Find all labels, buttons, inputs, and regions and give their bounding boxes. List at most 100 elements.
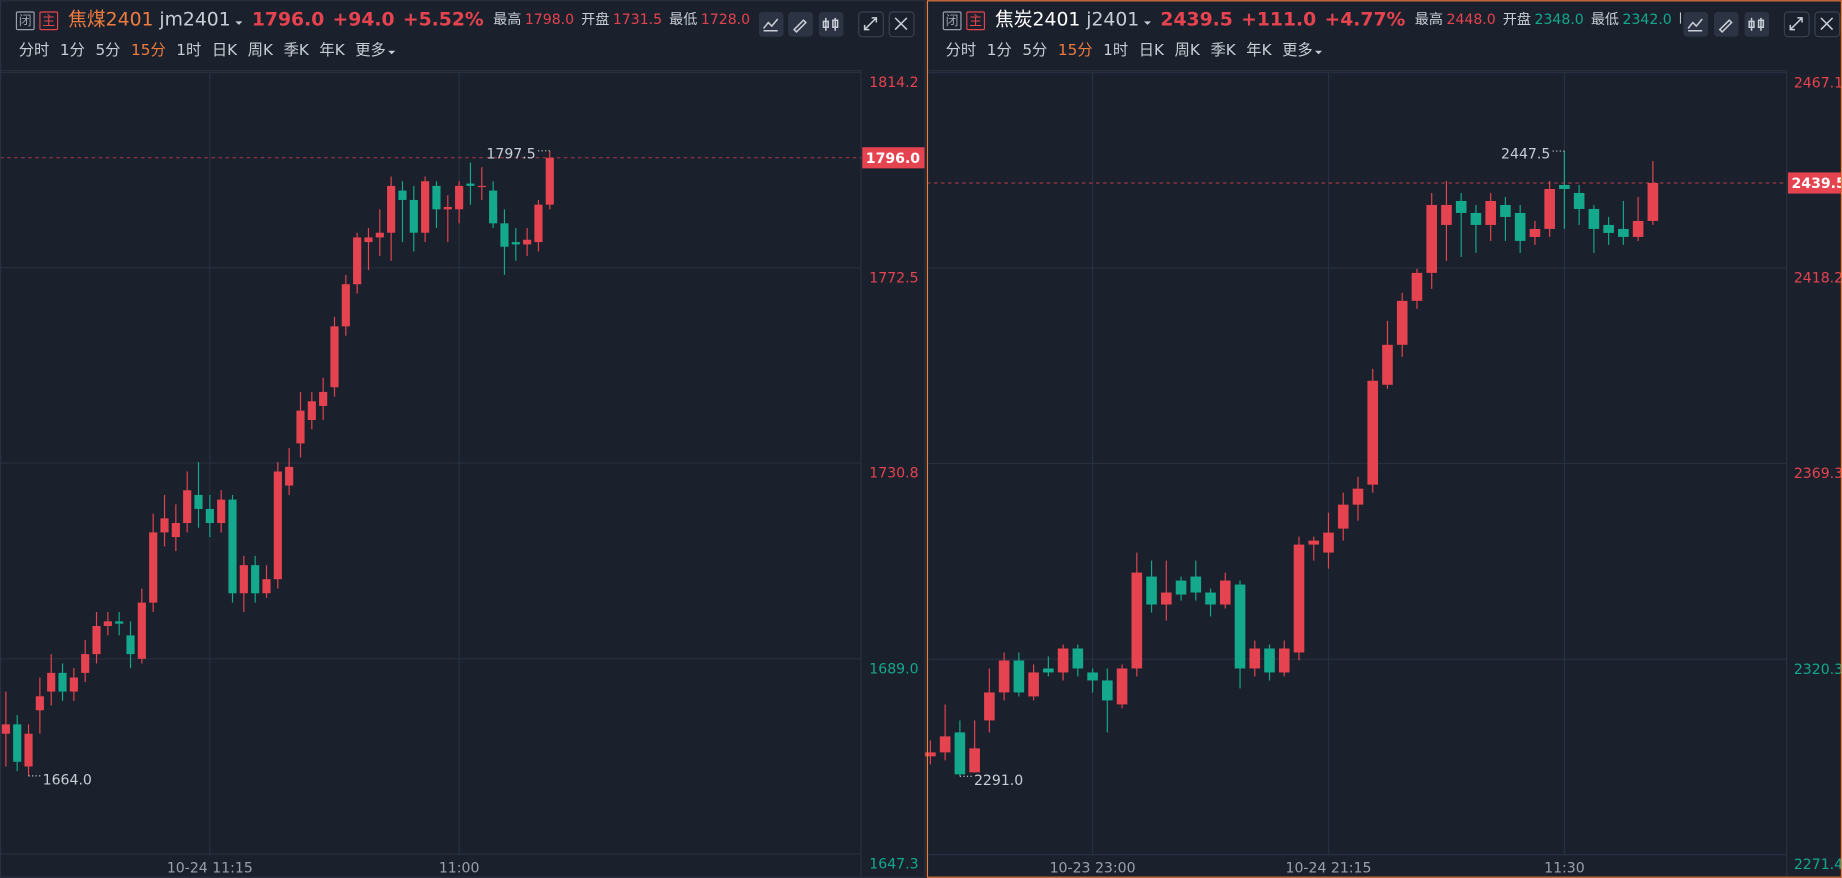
period-tab[interactable]: 季K	[284, 41, 310, 59]
candle-body	[1426, 204, 1438, 273]
period-tab[interactable]: 5分	[1022, 41, 1047, 59]
header-button-label[interactable]: 闭	[946, 14, 959, 29]
period-tab[interactable]: 日K	[212, 41, 238, 59]
period-tab[interactable]: 5分	[95, 41, 120, 59]
toolbar-icon[interactable]	[762, 18, 779, 32]
candle-body	[455, 185, 464, 210]
y-tick-label: 2467.1	[1794, 75, 1842, 91]
candle-body	[251, 565, 260, 594]
period-tab[interactable]: 15分	[1058, 41, 1093, 59]
header-button-label[interactable]: 闭	[19, 14, 32, 29]
header-button[interactable]	[966, 11, 986, 31]
header-button-label[interactable]: 主	[42, 14, 55, 29]
period-tab[interactable]: 周K	[248, 41, 274, 59]
toolbar-icon[interactable]	[894, 17, 908, 31]
candle-body	[1500, 204, 1511, 217]
candle-body	[545, 157, 554, 205]
high-mark-label: 1797.5	[486, 146, 535, 162]
candle-body	[149, 532, 158, 603]
candle-body	[1647, 182, 1659, 221]
period-tab[interactable]: 年K	[319, 41, 345, 59]
toolbar-button[interactable]	[818, 11, 844, 37]
candle-body	[262, 579, 271, 594]
header-button[interactable]	[39, 11, 59, 31]
contract-name: 焦炭2401	[995, 9, 1080, 31]
candle-body	[1559, 184, 1570, 189]
toolbar-button[interactable]	[758, 11, 784, 37]
candle-body	[1293, 544, 1305, 653]
header: 闭主焦炭2401 j2401 2439.5 +111.0 +4.77% 最高 2448.0 开…	[942, 9, 1681, 31]
period-tab[interactable]: 日K	[1139, 41, 1165, 59]
toolbar-icon[interactable]	[1687, 18, 1703, 32]
candle-body	[171, 523, 180, 538]
candle-body	[319, 391, 328, 406]
period-tab[interactable]: 季K	[1210, 41, 1236, 59]
toolbar-button[interactable]	[858, 11, 884, 38]
header-button[interactable]	[942, 11, 962, 31]
candle-body	[13, 724, 22, 762]
header-button-label[interactable]: 主	[969, 14, 982, 29]
toolbar-icon[interactable]	[1748, 17, 1765, 31]
price-change-pct: +5.52%	[403, 10, 484, 31]
candle-body	[477, 185, 486, 188]
period-tab[interactable]: 分时	[946, 41, 977, 59]
candle-body	[432, 185, 441, 210]
period-tab[interactable]: 1时	[1103, 41, 1128, 59]
toolbar-button[interactable]	[1744, 11, 1770, 37]
toolbar-button[interactable]	[788, 11, 813, 37]
last-price-tag-label: 2439.5	[1791, 176, 1842, 192]
period-tab[interactable]: 年K	[1246, 41, 1272, 59]
candle-body	[1043, 668, 1054, 673]
period-tab[interactable]: 15分	[131, 41, 166, 59]
toolbar-button[interactable]	[1713, 11, 1739, 37]
candle-body	[1264, 648, 1275, 673]
period-tab[interactable]: 1分	[60, 41, 85, 59]
toolbar-button[interactable]	[1783, 11, 1810, 38]
more-arrow[interactable]	[388, 50, 396, 55]
period-tab[interactable]: 更多	[1282, 41, 1313, 59]
candle-body	[1308, 540, 1320, 545]
toolbar-button[interactable]	[1683, 11, 1709, 37]
toolbar-button[interactable]	[1814, 11, 1841, 38]
period-tab[interactable]: 周K	[1175, 41, 1201, 59]
stat-value: 2342.0	[1623, 12, 1672, 28]
toolbar-icon[interactable]	[793, 19, 807, 34]
candle-body	[1057, 648, 1069, 673]
stat-value: 2448.0	[1446, 12, 1495, 28]
candle-body	[1367, 380, 1379, 485]
candle-body	[375, 232, 384, 238]
period-tab[interactable]: 更多	[355, 41, 386, 59]
more-arrow[interactable]	[1315, 50, 1323, 55]
dropdown-arrow[interactable]	[235, 21, 243, 25]
toolbar-icon[interactable]	[1789, 17, 1803, 31]
low-mark-label: 1664.0	[43, 773, 92, 789]
dropdown-arrow[interactable]	[1143, 21, 1152, 25]
period-tab[interactable]: 1时	[176, 41, 201, 59]
toolbar-icon[interactable]	[1718, 19, 1733, 34]
x-tick-label: 11:30	[1544, 860, 1585, 876]
candle-body	[137, 602, 146, 659]
contract-name: 焦煤2401	[68, 9, 153, 31]
candle-body	[1175, 580, 1187, 595]
candle-body	[1, 724, 10, 734]
candle-body	[1573, 192, 1585, 209]
candle-body	[1102, 680, 1113, 701]
y-tick-label: 1647.3	[869, 857, 918, 873]
toolbar-icon[interactable]	[822, 17, 839, 31]
x-tick-label: 10-23 23:00	[1050, 860, 1136, 876]
candle-body	[1588, 208, 1600, 229]
toolbar-icon[interactable]	[863, 17, 878, 31]
period-tab[interactable]: 分时	[19, 41, 50, 59]
header-button[interactable]	[15, 11, 35, 31]
period-tab[interactable]: 1分	[987, 41, 1012, 59]
candle-body	[1603, 224, 1614, 233]
candle-body	[500, 223, 509, 247]
toolbar-button[interactable]	[888, 11, 915, 38]
toolbar-icon[interactable]	[1820, 17, 1834, 31]
y-tick-label: 1772.5	[869, 270, 918, 286]
stat-value: 1728.0	[701, 12, 750, 28]
price-change: +111.0	[1241, 10, 1316, 31]
candle-body	[534, 204, 543, 243]
y-tick-label: 2369.3	[1794, 466, 1842, 482]
